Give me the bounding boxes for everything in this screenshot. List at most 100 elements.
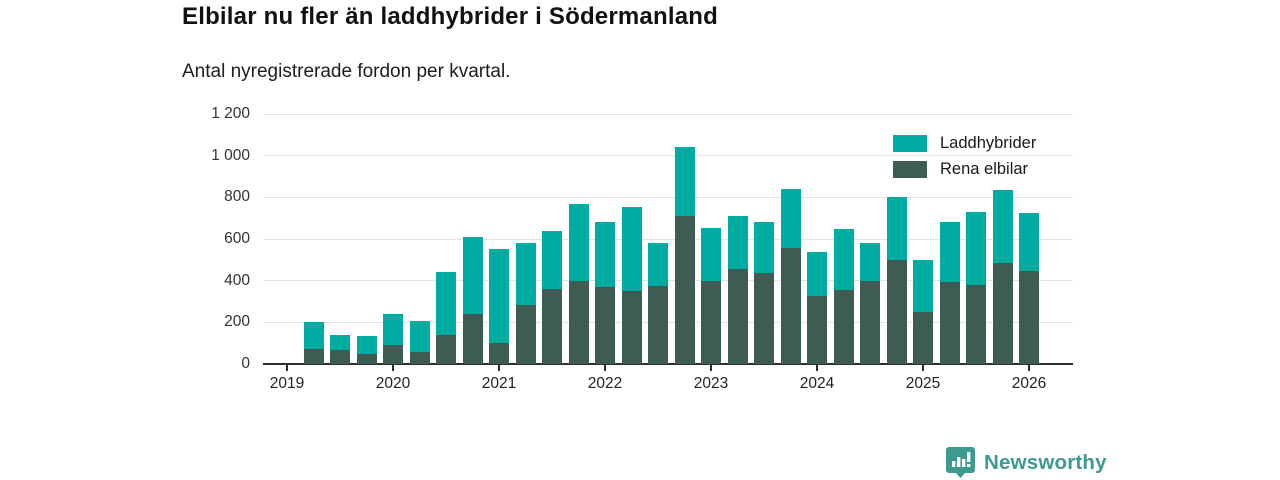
- bar-2023-q1: [701, 227, 721, 364]
- x-axis-label-2021: 2021: [481, 375, 517, 392]
- bar-2024-q2: [833, 228, 854, 364]
- bar-segment-rena-elbilar: [754, 273, 774, 364]
- bar-segment-rena-elbilar: [356, 353, 377, 364]
- bar-2024-q4: [886, 197, 907, 364]
- bar-segment-laddhybrider: [595, 222, 615, 287]
- bar-segment-rena-elbilar: [886, 259, 907, 364]
- bar-2025-q2: [939, 222, 960, 364]
- bar-segment-laddhybrider: [939, 222, 960, 282]
- x-axis-tick-2022: [604, 364, 606, 371]
- bar-segment-laddhybrider: [409, 321, 430, 352]
- bar-segment-laddhybrider: [303, 322, 324, 350]
- bar-segment-laddhybrider: [780, 189, 801, 249]
- gridline-600: [263, 238, 1073, 240]
- bar-2025-q4: [992, 190, 1013, 364]
- x-axis-label-2020: 2020: [375, 375, 411, 392]
- bar-2025-q1: [913, 259, 933, 364]
- bar-segment-rena-elbilar: [568, 280, 589, 364]
- legend-label: Rena elbilar: [940, 159, 1029, 178]
- gridline-200: [263, 321, 1073, 323]
- bar-segment-rena-elbilar: [595, 286, 615, 364]
- y-axis-label: 1 200: [211, 105, 250, 122]
- bar-segment-laddhybrider: [833, 228, 854, 291]
- gridline-800: [263, 196, 1073, 198]
- logo-exclaim-dot: [967, 464, 971, 467]
- legend-swatch-rena-elbilar: [893, 160, 927, 178]
- bar-segment-laddhybrider: [754, 222, 774, 274]
- bar-2020-q3: [436, 272, 456, 364]
- bar-segment-rena-elbilar: [462, 314, 483, 364]
- gridline-1000: [263, 155, 1073, 157]
- bar-2019-q3: [330, 334, 350, 364]
- bar-2019-q4: [356, 335, 377, 364]
- bar-segment-rena-elbilar: [780, 248, 801, 364]
- y-axis-label: 1 000: [211, 146, 250, 164]
- brand-name: Newsworthy: [984, 450, 1107, 474]
- bar-segment-rena-elbilar: [648, 285, 668, 364]
- newsworthy-brand: Newsworthy: [945, 446, 1107, 479]
- bar-segment-laddhybrider: [674, 147, 695, 217]
- bar-2023-q2: [727, 216, 748, 364]
- bar-2024-q1: [807, 251, 827, 364]
- bar-segment-laddhybrider: [1019, 212, 1039, 272]
- bar-segment-laddhybrider: [727, 216, 748, 270]
- bar-2020-q4: [462, 236, 483, 364]
- plot-area: 0 200 400 600 800 1 000 1 200 2019 2020 2021 2022 2…: [211, 105, 1073, 392]
- bar-2022-q1: [595, 222, 615, 364]
- bar-segment-rena-elbilar: [674, 216, 695, 364]
- bar-segment-rena-elbilar: [436, 334, 456, 364]
- bar-segment-laddhybrider: [515, 243, 536, 305]
- bar-segment-rena-elbilar: [542, 289, 562, 364]
- bar-segment-rena-elbilar: [992, 262, 1013, 364]
- bar-segment-rena-elbilar: [727, 269, 748, 364]
- chart-subtitle: Antal nyregistrerade fordon per kvartal.: [182, 61, 511, 82]
- gridline-400: [263, 280, 1073, 282]
- newsworthy-logo-icon: [946, 447, 975, 478]
- x-axis-tick-2024: [816, 364, 818, 371]
- x-axis-label-2019: 2019: [269, 375, 305, 392]
- logo-bar-1: [952, 461, 956, 467]
- x-axis-tick-2019: [286, 364, 288, 371]
- bar-segment-rena-elbilar: [303, 349, 324, 364]
- bar-2020-q2: [409, 321, 430, 364]
- x-axis-label-2024: 2024: [799, 375, 835, 392]
- bar-segment-rena-elbilar: [833, 290, 854, 364]
- bar-segment-rena-elbilar: [409, 351, 430, 364]
- x-axis-tick-2026: [1028, 364, 1030, 371]
- bar-segment-laddhybrider: [992, 190, 1013, 263]
- y-axis-label: 800: [224, 188, 250, 206]
- bar-segment-laddhybrider: [568, 203, 589, 281]
- bar-segment-laddhybrider: [542, 230, 562, 289]
- x-axis-label-2025: 2025: [905, 375, 941, 392]
- x-axis-tick-2023: [710, 364, 712, 371]
- bar-segment-rena-elbilar: [383, 345, 403, 364]
- bar-segment-laddhybrider: [860, 243, 880, 281]
- x-axis-tick-2025: [922, 364, 924, 371]
- bar-2022-q2: [621, 206, 642, 364]
- bar-segment-rena-elbilar: [621, 291, 642, 364]
- bar-segment-laddhybrider: [701, 227, 721, 281]
- y-axis-label: 400: [224, 271, 250, 289]
- bar-segment-laddhybrider: [436, 272, 456, 335]
- bar-segment-laddhybrider: [330, 334, 350, 351]
- bar-segment-rena-elbilar: [515, 304, 536, 364]
- bar-2024-q3: [860, 243, 880, 364]
- bar-segment-laddhybrider: [462, 236, 483, 314]
- bar-segment-rena-elbilar: [913, 311, 933, 364]
- x-axis-label-2026: 2026: [1011, 375, 1047, 392]
- bar-2023-q4: [780, 189, 801, 364]
- legend-label: Laddhybrider: [940, 133, 1037, 152]
- bar-2026-q1: [1019, 212, 1039, 364]
- bar-segment-rena-elbilar: [701, 280, 721, 364]
- bar-segment-laddhybrider: [966, 211, 986, 285]
- legend-swatch-laddhybrider: [893, 134, 927, 152]
- x-axis-label-2022: 2022: [587, 375, 623, 392]
- bar-2021-q1: [489, 249, 509, 364]
- bar-segment-laddhybrider: [383, 314, 403, 346]
- x-axis-label-2023: 2023: [693, 375, 729, 392]
- bar-segment-laddhybrider: [489, 249, 509, 344]
- bar-segment-rena-elbilar: [860, 280, 880, 364]
- x-axis-tick-2020: [392, 364, 394, 371]
- chart-legend: Laddhybrider Rena elbilar: [893, 130, 1036, 182]
